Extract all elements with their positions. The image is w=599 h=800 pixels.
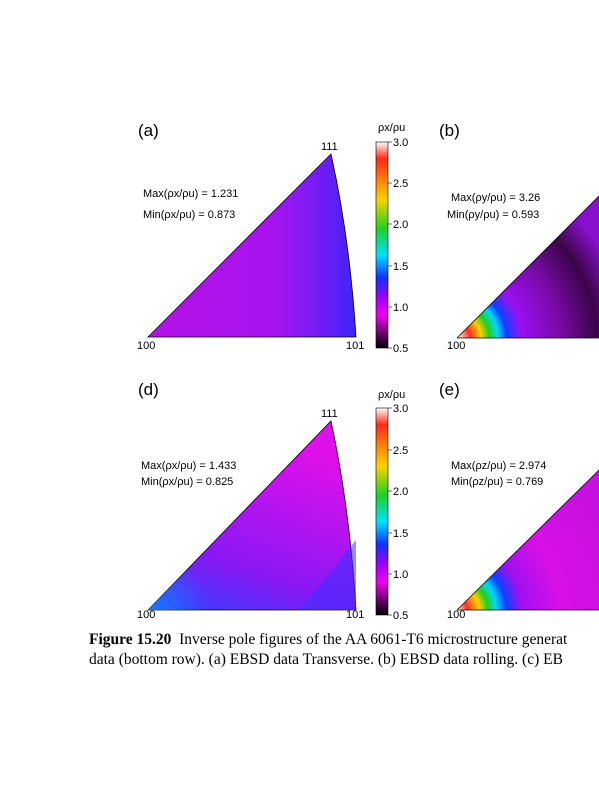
corner-label-100-b: 100 — [447, 340, 465, 352]
colorbar-title-top: ρx/ρu — [378, 122, 405, 134]
colorbar-gradient-top — [375, 141, 389, 349]
corner-label-100-e: 100 — [447, 609, 465, 621]
corner-label-100-a: 100 — [137, 340, 155, 352]
ipf-triangle-a — [147, 153, 357, 338]
colorbar-tick-top: 1.0 — [393, 302, 408, 314]
colorbar-tick-top: 2.5 — [393, 178, 408, 190]
colorbar-tick-bottom: 2.5 — [393, 445, 408, 457]
panel-e: (e) 100 Max(ρz/ρu) = 2.974 Min(ρz/ρu) = … — [439, 380, 599, 621]
corner-label-101-a: 101 — [346, 340, 364, 352]
min-value-text-a: Min(ρx/ρu) = 0.873 — [143, 209, 235, 221]
min-value-text-b: Min(ρy/ρu) = 0.593 — [447, 209, 539, 221]
colorbar-tick-bottom: 1.5 — [393, 528, 408, 540]
panel-a: (a) 111 100 101 Max(ρx/ρu) = 1.231 Min(ρ… — [137, 121, 364, 352]
corner-label-111-d: 111 — [321, 408, 338, 420]
panel-b: (b) 100 Max(ρy/ρu) = 3.26 Min(ρy/ρu) = 0… — [439, 121, 599, 352]
colorbar-top: ρx/ρu 3.0 2.5 2.0 1.5 1.0 0.5 — [375, 122, 408, 355]
caption-text-1: Inverse pole figures of the AA 6061-T6 m… — [179, 631, 568, 648]
max-value-text-b: Max(ρy/ρu) = 3.26 — [451, 192, 540, 204]
colorbar-tick-bottom: 1.0 — [393, 569, 408, 581]
colorbar-tick-top: 3.0 — [393, 137, 408, 149]
colorbar-title-bottom: ρx/ρu — [378, 389, 405, 401]
corner-label-111-a: 111 — [321, 141, 338, 153]
corner-label-100-d: 100 — [137, 609, 155, 621]
corner-label-101-d: 101 — [346, 609, 364, 621]
max-value-text-d: Max(ρx/ρu) = 1.433 — [141, 460, 236, 472]
colorbar-gradient-bottom — [375, 407, 389, 616]
colorbar-bottom: ρx/ρu 3.0 2.5 2.0 1.5 1.0 0.5 — [375, 389, 408, 622]
caption-line-1: Figure 15.20 Inverse pole figures of the… — [89, 630, 599, 650]
colorbar-tick-bottom: 3.0 — [393, 403, 408, 415]
figure-number: Figure 15.20 — [89, 631, 172, 648]
colorbar-tick-top: 0.5 — [393, 343, 408, 355]
panel-label-b: (b) — [439, 121, 460, 140]
min-value-text-e: Min(ρz/ρu) = 0.769 — [451, 476, 543, 488]
min-value-text-d: Min(ρx/ρu) = 0.825 — [141, 476, 233, 488]
colorbar-tick-top: 1.5 — [393, 261, 408, 273]
figure-caption: Figure 15.20 Inverse pole figures of the… — [89, 630, 599, 670]
max-value-text-a: Max(ρx/ρu) = 1.231 — [143, 188, 238, 200]
colorbar-tick-top: 2.0 — [393, 219, 408, 231]
colorbar-tick-bottom: 0.5 — [393, 610, 408, 622]
max-value-text-e: Max(ρz/ρu) = 2.974 — [451, 460, 546, 472]
panel-d: (d) 111 100 101 Max(ρx/ρu) = 1.433 Min(ρ… — [137, 380, 364, 621]
colorbar-tick-bottom: 2.0 — [393, 486, 408, 498]
caption-line-2: data (bottom row). (a) EBSD data Transve… — [89, 651, 563, 668]
panel-label-e: (e) — [439, 380, 460, 399]
panel-label-a: (a) — [138, 121, 159, 140]
panel-label-d: (d) — [138, 380, 159, 399]
